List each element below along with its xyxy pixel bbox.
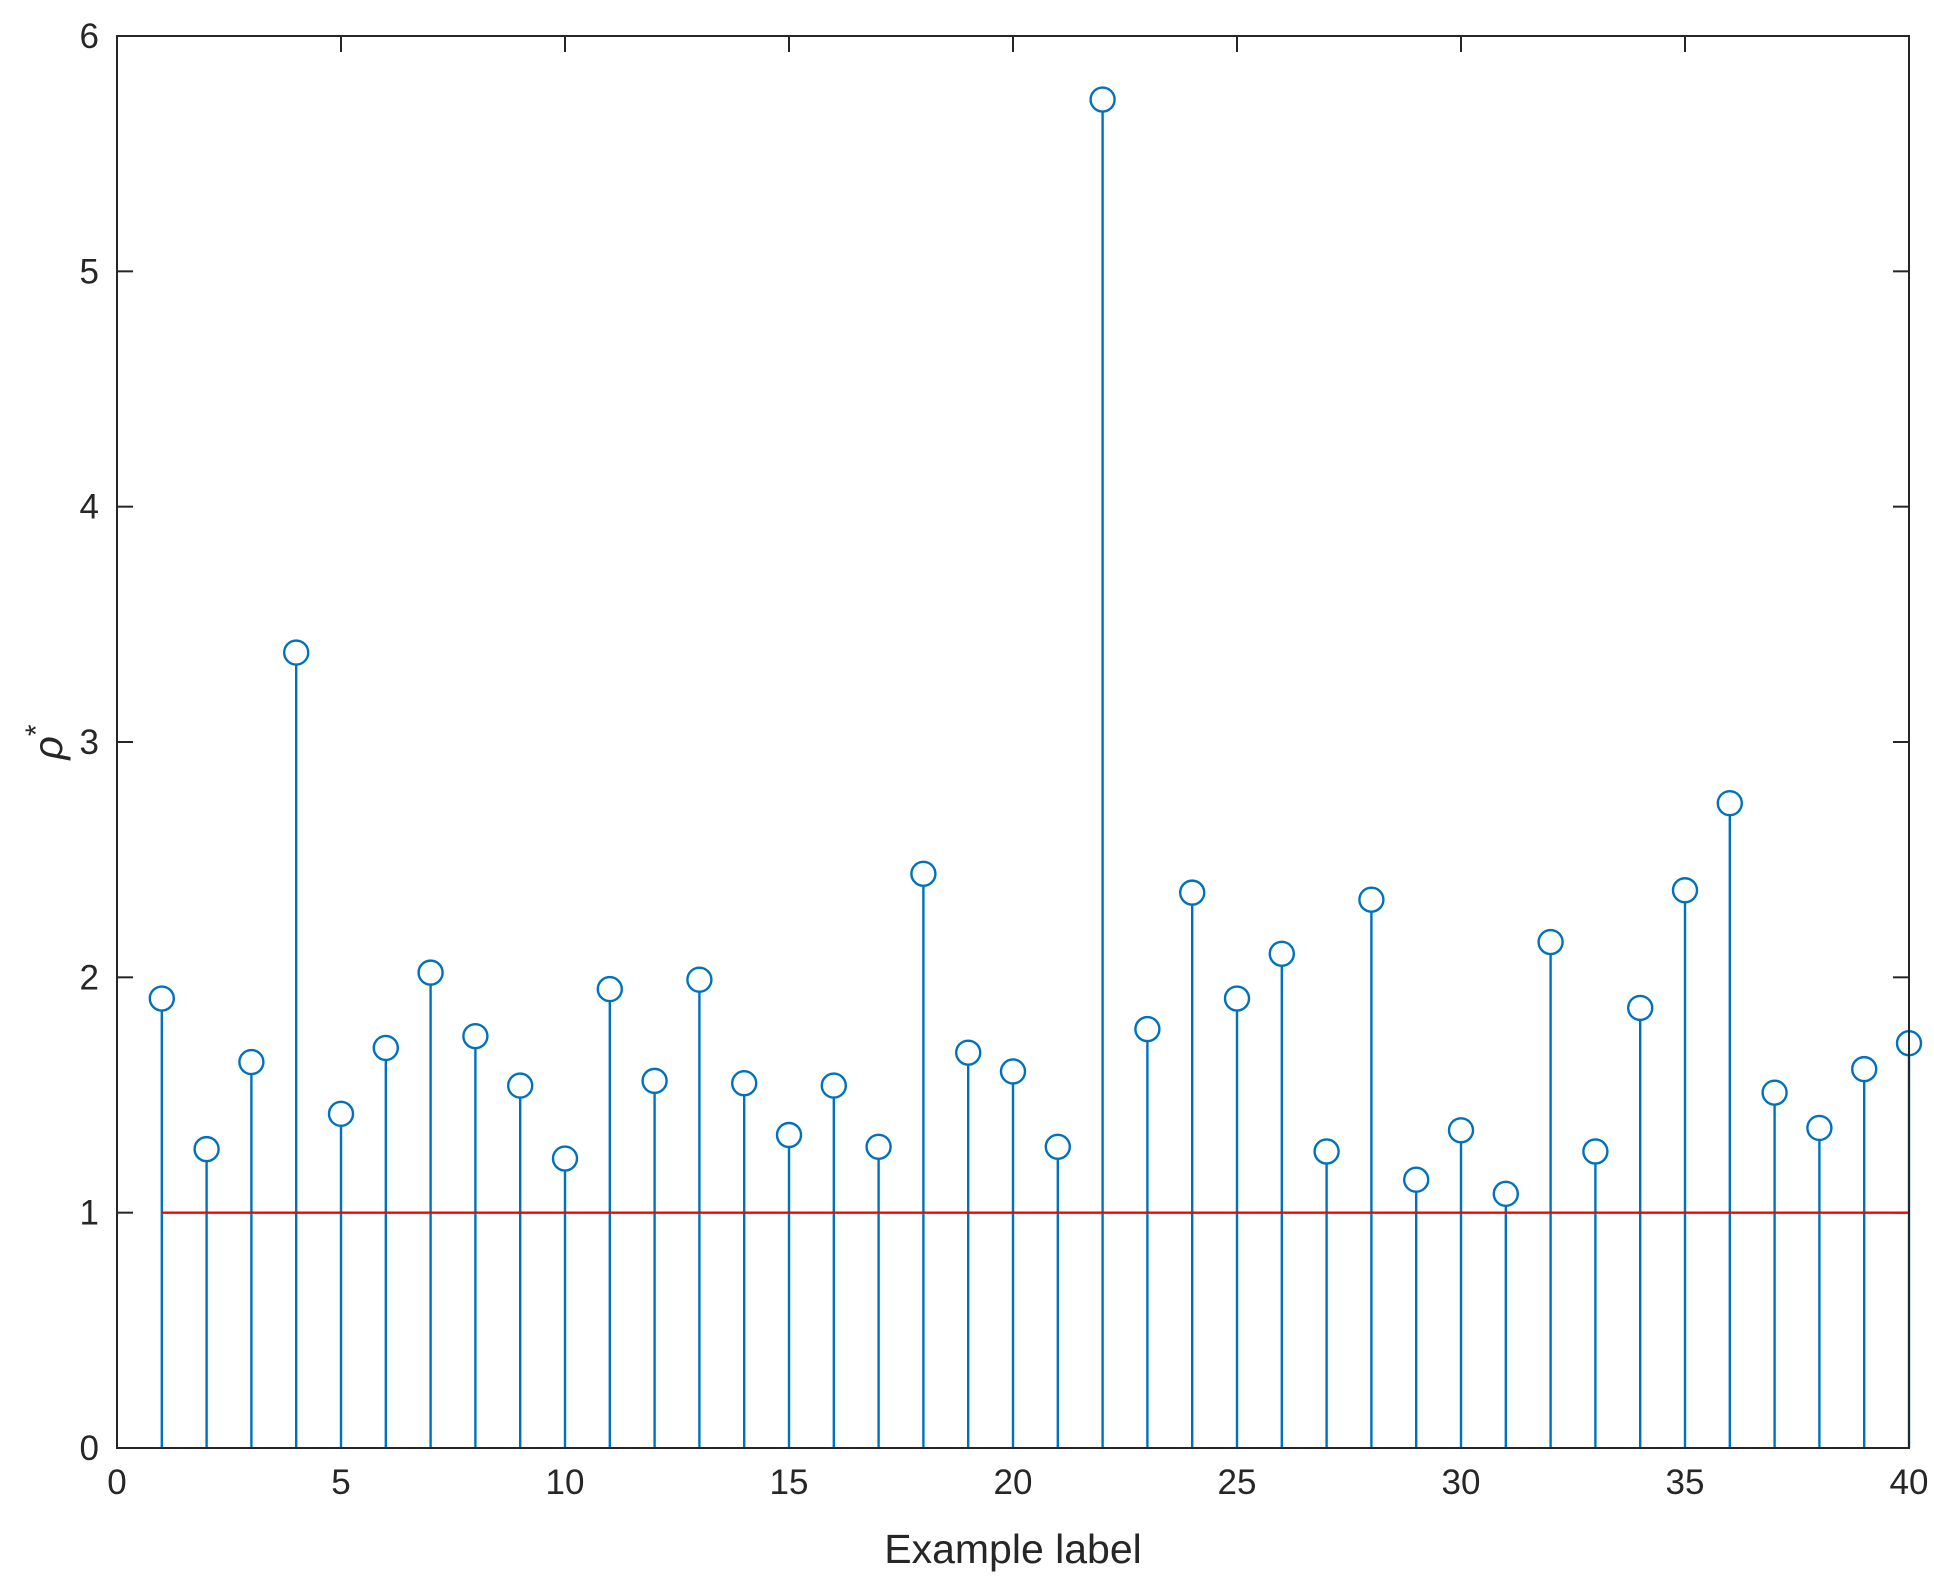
stem-marker <box>775 1121 803 1149</box>
tick-labels: 0 5 10 15 20 25 30 35 40 0 1 2 3 4 5 6 <box>80 17 1929 1502</box>
stem-marker <box>820 1072 847 1099</box>
stem-marker <box>1223 985 1251 1012</box>
y-tick-label: 4 <box>80 488 99 527</box>
stem-marker <box>955 1039 982 1066</box>
y-axis-label-base: ρ <box>25 736 71 760</box>
stem-markers <box>148 86 1923 1208</box>
stem-marker <box>1178 879 1206 906</box>
stem-marker <box>1089 86 1116 113</box>
stem-marker <box>1626 994 1654 1022</box>
stem-marker <box>641 1067 668 1095</box>
stem-marker <box>1806 1114 1833 1142</box>
stem-marker <box>1313 1138 1340 1165</box>
stem-marker <box>507 1072 534 1099</box>
stem-marker <box>596 975 623 1003</box>
y-tick-label: 6 <box>80 17 99 56</box>
y-tick-label: 5 <box>80 252 99 291</box>
stem-marker <box>731 1070 758 1097</box>
y-tick-label: 3 <box>80 723 99 762</box>
stem-marker <box>1447 1117 1475 1144</box>
axes-box <box>116 35 1910 1449</box>
stem-marker <box>1537 928 1564 956</box>
stem-marker <box>283 639 310 666</box>
stem-marker <box>999 1058 1027 1085</box>
stem-marker <box>1358 886 1385 913</box>
stem-marker <box>1134 1015 1161 1043</box>
x-tick-label: 5 <box>331 1463 350 1502</box>
stem-marker <box>1268 940 1296 967</box>
stem-marker <box>327 1100 355 1128</box>
stem-marker <box>551 1145 579 1172</box>
x-tick-label: 0 <box>107 1463 126 1502</box>
stem-marker <box>193 1135 220 1163</box>
stem-marker <box>686 966 713 993</box>
stem-marker <box>1492 1180 1520 1208</box>
y-tick-label: 0 <box>80 1429 99 1468</box>
x-axis-label: Example label <box>884 1526 1142 1572</box>
stem-marker <box>910 860 937 887</box>
stem-marker <box>865 1133 892 1160</box>
stem-marker <box>148 985 176 1012</box>
x-tick-label: 15 <box>770 1463 809 1502</box>
stem-marker <box>238 1048 265 1076</box>
x-tick-label: 40 <box>1890 1463 1929 1502</box>
stem-marker <box>1761 1079 1788 1106</box>
x-tick-label: 25 <box>1218 1463 1257 1502</box>
stem-marker <box>462 1022 489 1050</box>
stem-marker <box>372 1034 399 1062</box>
y-tick-label: 2 <box>80 958 99 997</box>
x-tick-label: 35 <box>1666 1463 1705 1502</box>
stem-series <box>160 99 1911 1448</box>
stem-marker <box>1850 1055 1878 1083</box>
x-tick-label: 20 <box>994 1463 1033 1502</box>
x-tick-label: 10 <box>546 1463 585 1502</box>
y-axis-label: ρ* <box>20 724 71 760</box>
stem-marker <box>1402 1166 1430 1193</box>
x-tick-label: 30 <box>1442 1463 1481 1502</box>
stem-marker <box>417 959 444 986</box>
y-axis-label-superscript: * <box>20 724 53 736</box>
stem-marker <box>1044 1133 1072 1160</box>
y-tick-label: 1 <box>80 1194 99 1233</box>
stem-marker <box>1582 1138 1609 1165</box>
stem-marker <box>1716 789 1744 817</box>
stem-marker <box>1671 877 1699 904</box>
